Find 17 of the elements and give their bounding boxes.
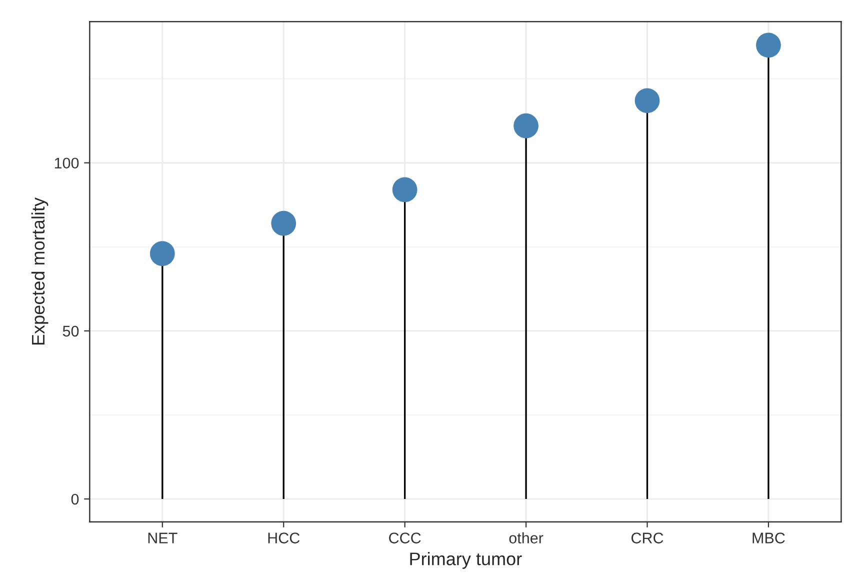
y-tick-label: 0: [71, 494, 79, 505]
point: [392, 177, 418, 202]
x-tick-label: CRC: [631, 532, 664, 544]
point: [150, 241, 175, 266]
x-tick-label: CCC: [389, 532, 421, 544]
x-tick-label: NET: [148, 532, 178, 544]
x-axis-title: Primary tumor: [410, 552, 522, 569]
point: [514, 113, 538, 138]
point: [756, 32, 781, 58]
x-tick-label: HCC: [268, 532, 300, 544]
y-tick-label: 50: [62, 326, 79, 337]
point: [634, 88, 660, 114]
point: [271, 210, 296, 236]
y-axis-title: Expected mortality: [31, 198, 48, 345]
x-tick-label: MBC: [752, 532, 785, 544]
x-tick-label: other: [509, 532, 544, 544]
y-tick-label: 100: [54, 158, 79, 169]
